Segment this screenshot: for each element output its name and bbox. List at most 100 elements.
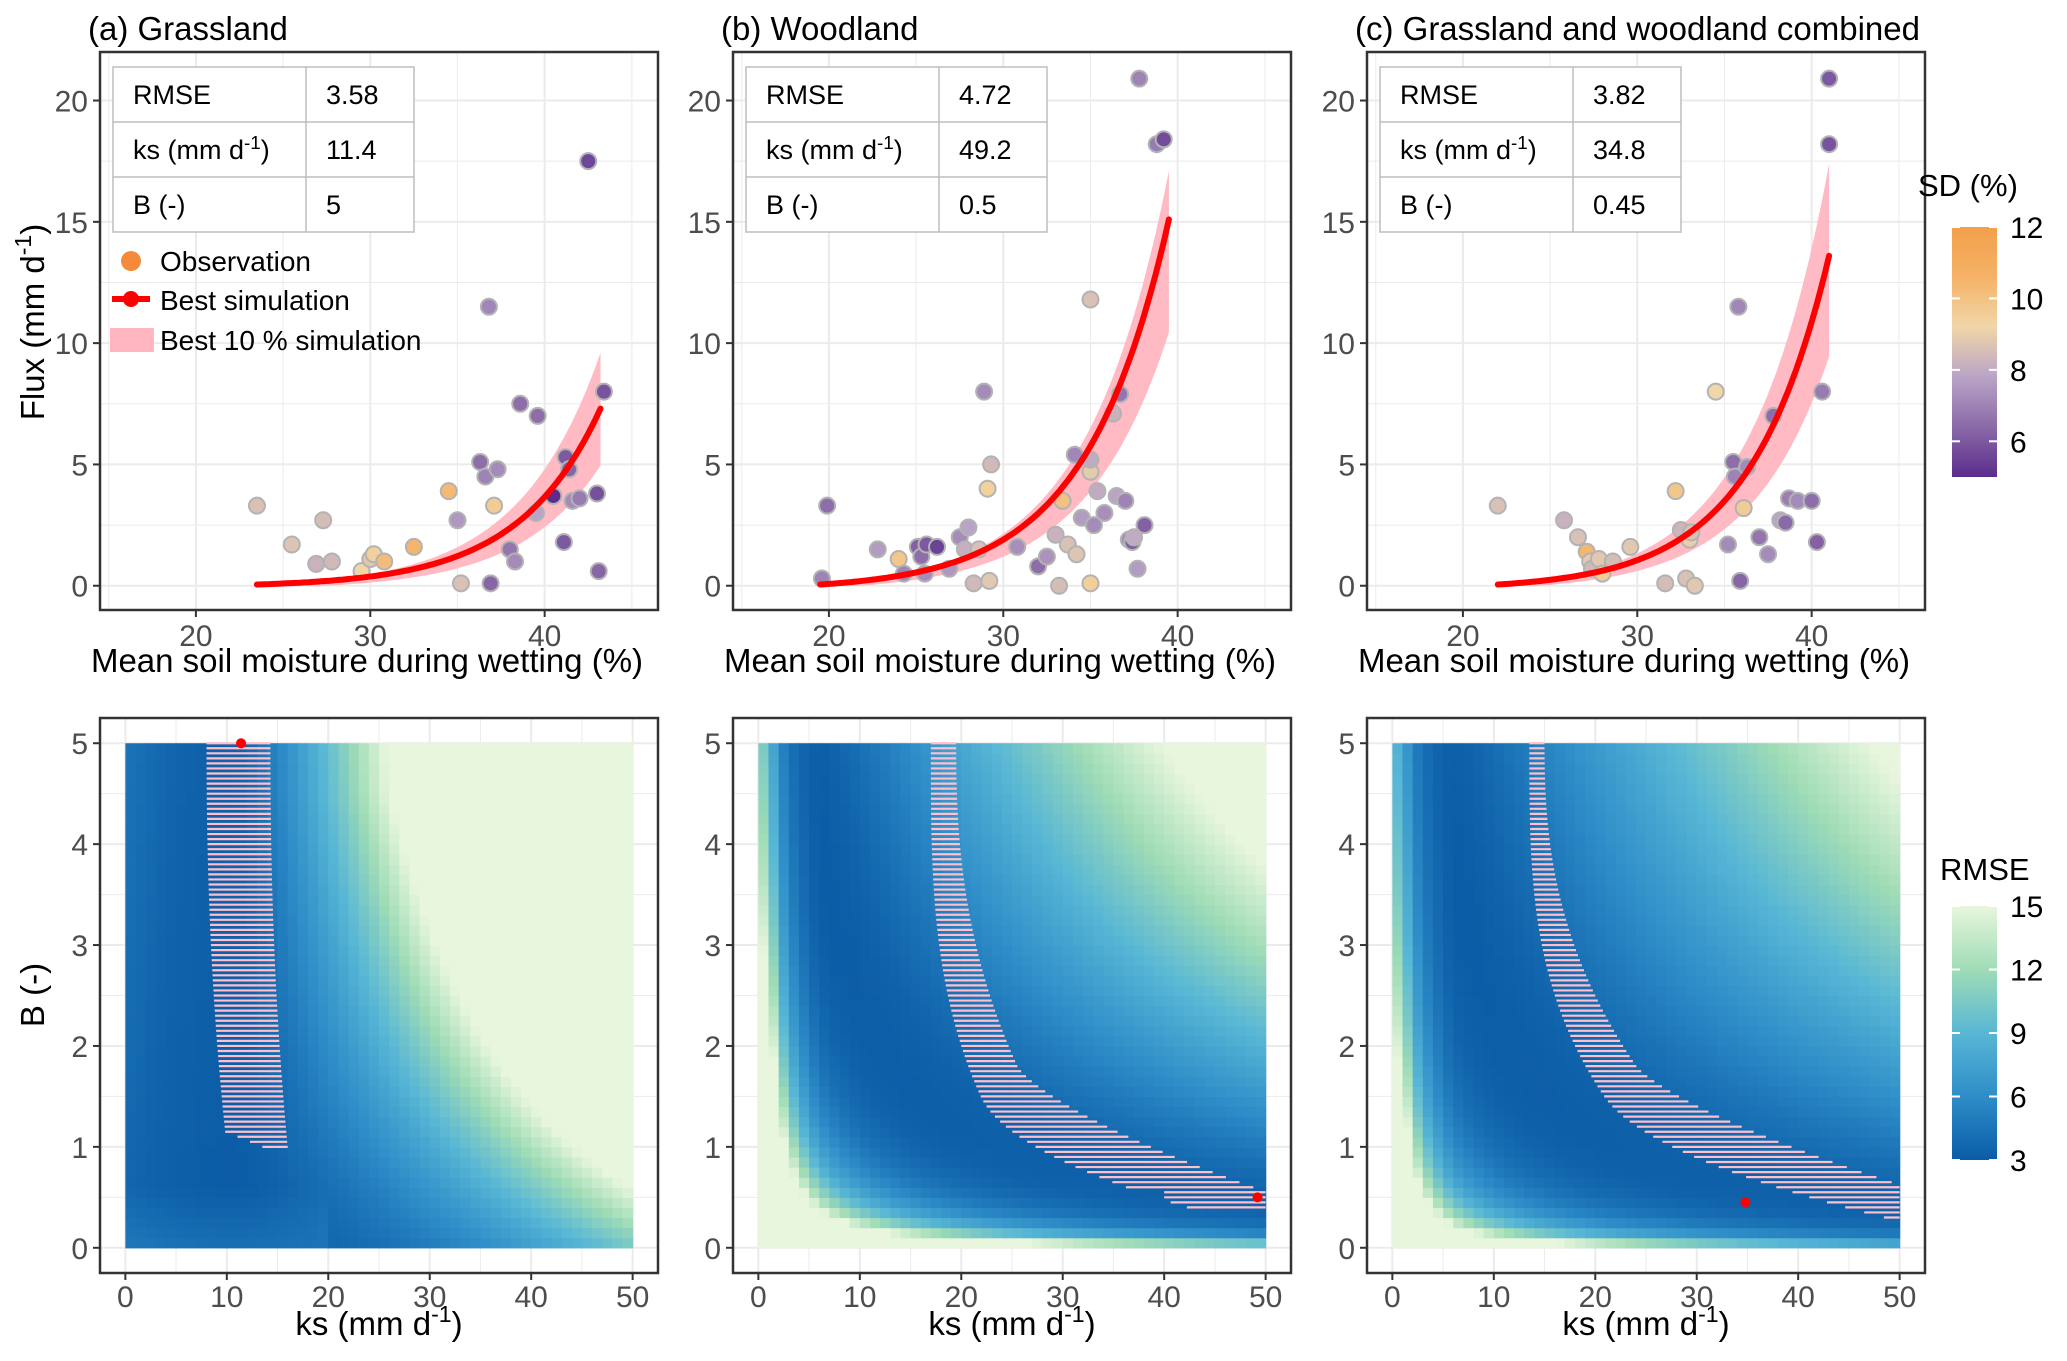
heatmap-cell: [1022, 773, 1033, 785]
heatmap-cell: [1001, 1136, 1013, 1148]
heatmap-cell: [328, 934, 340, 946]
heatmap-cell: [951, 1126, 962, 1138]
heatmap-cell: [176, 904, 187, 916]
heatmap-cell: [890, 874, 901, 886]
heatmap-cell: [910, 934, 922, 946]
heatmap-cell: [155, 1227, 167, 1239]
heatmap-cell: [622, 783, 634, 795]
heatmap-cell: [602, 1005, 613, 1017]
heatmap-cell: [1174, 1207, 1186, 1219]
heatmap-cell: [439, 1207, 451, 1219]
heatmap-cell: [981, 914, 993, 926]
heatmap-cell: [788, 1126, 800, 1138]
heatmap-cell: [145, 743, 157, 754]
heatmap-cell: [1052, 874, 1064, 886]
heatmap-cell: [1133, 1217, 1145, 1229]
heatmap-cell: [622, 1066, 634, 1077]
heatmap-cell: [829, 743, 841, 754]
heatmap-cell: [869, 1177, 881, 1188]
heatmap-cell: [531, 985, 542, 997]
observation-point: [1008, 537, 1027, 556]
heatmap-cell: [1103, 1096, 1115, 1108]
heatmap-cell: [1093, 1056, 1104, 1067]
heatmap-cell: [186, 1025, 197, 1037]
heatmap-cell: [409, 975, 421, 987]
heatmap-cell: [920, 864, 932, 876]
heatmap-cell: [798, 1005, 810, 1017]
heatmap-cell: [389, 803, 400, 815]
heatmap-cell: [561, 874, 573, 886]
heatmap-cell: [930, 945, 942, 956]
heatmap-cell: [470, 1177, 482, 1188]
heatmap-cell: [940, 1066, 952, 1077]
heatmap-cell: [450, 773, 461, 785]
heatmap-cell: [1083, 783, 1094, 795]
heatmap-cell: [135, 864, 147, 876]
heatmap-cell: [368, 1156, 380, 1168]
heatmap-cell: [541, 1035, 553, 1047]
heatmap-cell: [602, 894, 613, 906]
heatmap-cell: [165, 1015, 177, 1027]
heatmap-cell: [358, 995, 370, 1007]
heatmap-cell: [135, 793, 147, 805]
heatmap-cell: [768, 1086, 780, 1098]
heatmap-cell: [338, 1177, 350, 1188]
heatmap-cell: [809, 1197, 820, 1209]
heatmap-cell: [839, 844, 851, 855]
heatmap-cell: [809, 1096, 820, 1108]
heatmap-cell: [561, 1197, 573, 1209]
heatmap-cell: [358, 854, 370, 865]
heatmap-cell: [521, 894, 532, 906]
heatmap-cell: [297, 1005, 309, 1017]
heatmap-cell: [318, 1227, 329, 1239]
heatmap-cell: [1123, 783, 1135, 795]
table-label: RMSE: [766, 80, 844, 110]
heatmap-cell: [226, 1207, 238, 1219]
heatmap-cell: [961, 753, 973, 765]
heatmap-cell: [1072, 844, 1084, 855]
heatmap-cell: [399, 884, 411, 896]
heatmap-cell: [450, 955, 461, 966]
heatmap-cell: [470, 1066, 482, 1077]
heatmap-cell: [1032, 1167, 1044, 1178]
heatmap-cell: [1143, 844, 1155, 855]
heatmap-cell: [379, 823, 390, 835]
heatmap-cell: [1133, 1187, 1145, 1198]
heatmap-cell: [125, 1136, 137, 1148]
heatmap-cell: [1052, 945, 1064, 956]
heatmap-cell: [419, 1116, 431, 1128]
heatmap-cell: [460, 945, 471, 956]
heatmap-cell: [581, 945, 593, 956]
heatmap-cell: [561, 803, 573, 815]
heatmap-cell: [1103, 864, 1115, 876]
heatmap-cell: [297, 1167, 309, 1178]
heatmap-cell: [460, 1096, 471, 1108]
heatmap-cell: [1032, 1207, 1044, 1219]
heatmap-cell: [1154, 1106, 1165, 1118]
heatmap-cell: [951, 1207, 962, 1219]
heatmap-cell: [991, 1146, 1003, 1158]
heatmap-cell: [531, 1086, 542, 1098]
heatmap-cell: [1083, 914, 1094, 926]
heatmap-cell: [500, 1106, 512, 1118]
observation-point: [404, 537, 423, 556]
heatmap-cell: [206, 1227, 218, 1239]
heatmap-cell: [592, 1076, 603, 1087]
heatmap-cell: [368, 894, 380, 906]
heatmap-cell: [788, 1025, 800, 1037]
heatmap-cell: [318, 1076, 329, 1087]
heatmap-cell: [778, 1126, 790, 1138]
heatmap-cell: [196, 753, 208, 765]
heatmap-cell: [500, 1217, 512, 1229]
heatmap-cell: [622, 955, 634, 966]
heatmap-cell: [951, 763, 962, 775]
heatmap-cell: [1012, 1177, 1023, 1188]
heatmap-cell: [358, 1066, 370, 1077]
heatmap-cell: [1042, 904, 1054, 916]
heatmap-cell: [1083, 884, 1094, 896]
heatmap-cell: [368, 834, 380, 845]
heatmap-cell: [551, 1146, 563, 1158]
heatmap-cell: [450, 995, 461, 1007]
heatmap-cell: [991, 834, 1003, 845]
table-value: 49.2: [959, 135, 1012, 165]
